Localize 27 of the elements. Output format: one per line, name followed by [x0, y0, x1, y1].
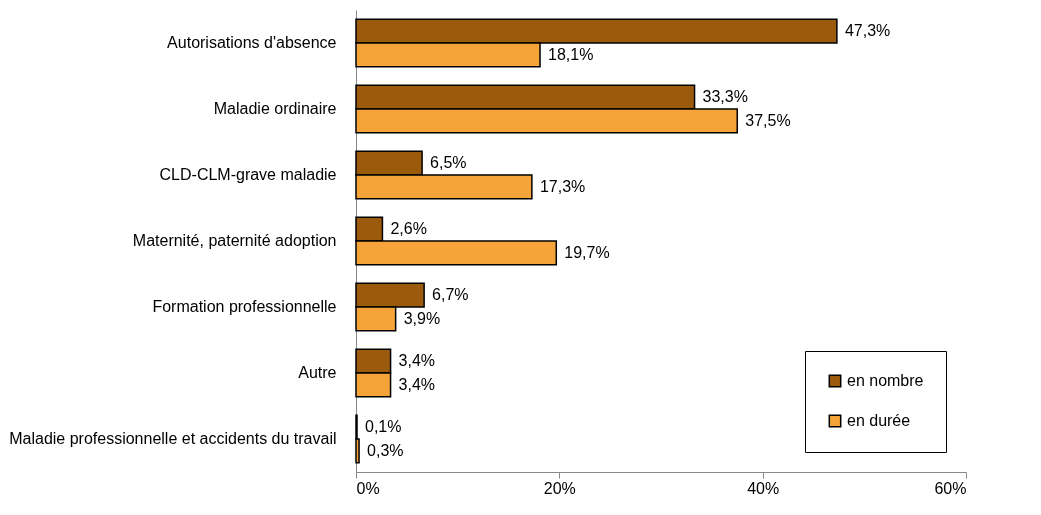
x-tick-label: 0%	[356, 479, 380, 497]
data-label: 3,9%	[403, 309, 441, 327]
legend-label: en durée	[847, 412, 911, 429]
data-label: 19,7%	[564, 243, 610, 261]
y-tick-label: CLD-CLM-grave maladie	[159, 166, 337, 183]
y-tick-label: Maternité, paternité adoption	[132, 232, 337, 249]
data-label: 2,6%	[390, 220, 427, 238]
y-tick-label: Formation professionnelle	[152, 298, 337, 315]
y-tick-label: Maladie ordinaire	[213, 100, 337, 117]
data-label: 3,4%	[398, 352, 436, 370]
data-label: 17,3%	[539, 177, 586, 195]
data-label: 18,1%	[548, 45, 594, 63]
data-label: 6,5%	[430, 154, 467, 172]
data-label: 6,7%	[432, 286, 469, 304]
data-label: 0,3%	[367, 441, 404, 459]
x-tick-label: 60%	[934, 479, 967, 497]
x-tick-label: 40%	[747, 479, 780, 497]
legend-label: en nombre	[847, 372, 924, 389]
data-label: 33,3%	[702, 88, 748, 106]
data-label: 37,5%	[745, 111, 791, 129]
data-label: 0,1%	[365, 418, 402, 436]
y-tick-label: Autre	[298, 364, 337, 381]
y-tick-label: Autorisations d'absence	[167, 34, 337, 51]
x-tick-label: 20%	[543, 479, 576, 497]
data-label: 47,3%	[844, 22, 891, 40]
data-label: 3,4%	[398, 375, 436, 393]
y-tick-label: Maladie professionnelle et accidents du travail	[9, 430, 337, 447]
